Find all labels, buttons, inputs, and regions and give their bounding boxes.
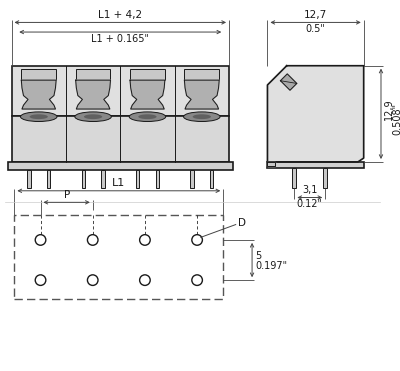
Text: 0.508": 0.508" <box>392 102 400 135</box>
Bar <box>136 170 139 188</box>
Bar <box>156 170 159 188</box>
Text: 0.197": 0.197" <box>255 261 287 271</box>
Ellipse shape <box>129 112 166 122</box>
Bar <box>76 69 110 80</box>
Text: D: D <box>238 218 246 228</box>
Bar <box>47 170 50 188</box>
Text: 0.12": 0.12" <box>297 200 323 210</box>
Bar <box>210 170 213 188</box>
Text: 12,9: 12,9 <box>384 98 394 120</box>
Text: 3,1: 3,1 <box>302 185 318 195</box>
Bar <box>8 162 233 170</box>
Text: L1 + 0.165": L1 + 0.165" <box>91 34 149 44</box>
Bar <box>82 170 85 188</box>
Polygon shape <box>268 162 275 166</box>
Text: L1: L1 <box>112 178 126 188</box>
Polygon shape <box>76 80 110 109</box>
Ellipse shape <box>84 114 102 119</box>
Ellipse shape <box>20 112 57 122</box>
Polygon shape <box>184 80 219 109</box>
Bar <box>27 170 31 188</box>
Polygon shape <box>21 80 56 109</box>
Ellipse shape <box>30 114 48 119</box>
Text: 5: 5 <box>255 251 261 261</box>
Bar <box>323 168 327 188</box>
Ellipse shape <box>184 112 220 122</box>
Bar <box>184 69 219 80</box>
Bar <box>130 69 165 80</box>
Bar <box>21 69 56 80</box>
Bar <box>268 162 364 168</box>
Bar <box>292 168 296 188</box>
Text: 0.5": 0.5" <box>306 24 326 35</box>
Polygon shape <box>268 66 364 162</box>
Polygon shape <box>280 74 297 90</box>
Text: L1 + 4,2: L1 + 4,2 <box>98 10 142 20</box>
Polygon shape <box>130 80 165 109</box>
Bar <box>190 170 194 188</box>
Bar <box>12 66 229 116</box>
Bar <box>12 116 229 162</box>
Text: P: P <box>64 190 70 200</box>
Bar <box>101 170 104 188</box>
Ellipse shape <box>193 114 211 119</box>
Text: 12,7: 12,7 <box>304 10 327 20</box>
Ellipse shape <box>75 112 111 122</box>
Ellipse shape <box>138 114 156 119</box>
Bar <box>14 215 223 299</box>
